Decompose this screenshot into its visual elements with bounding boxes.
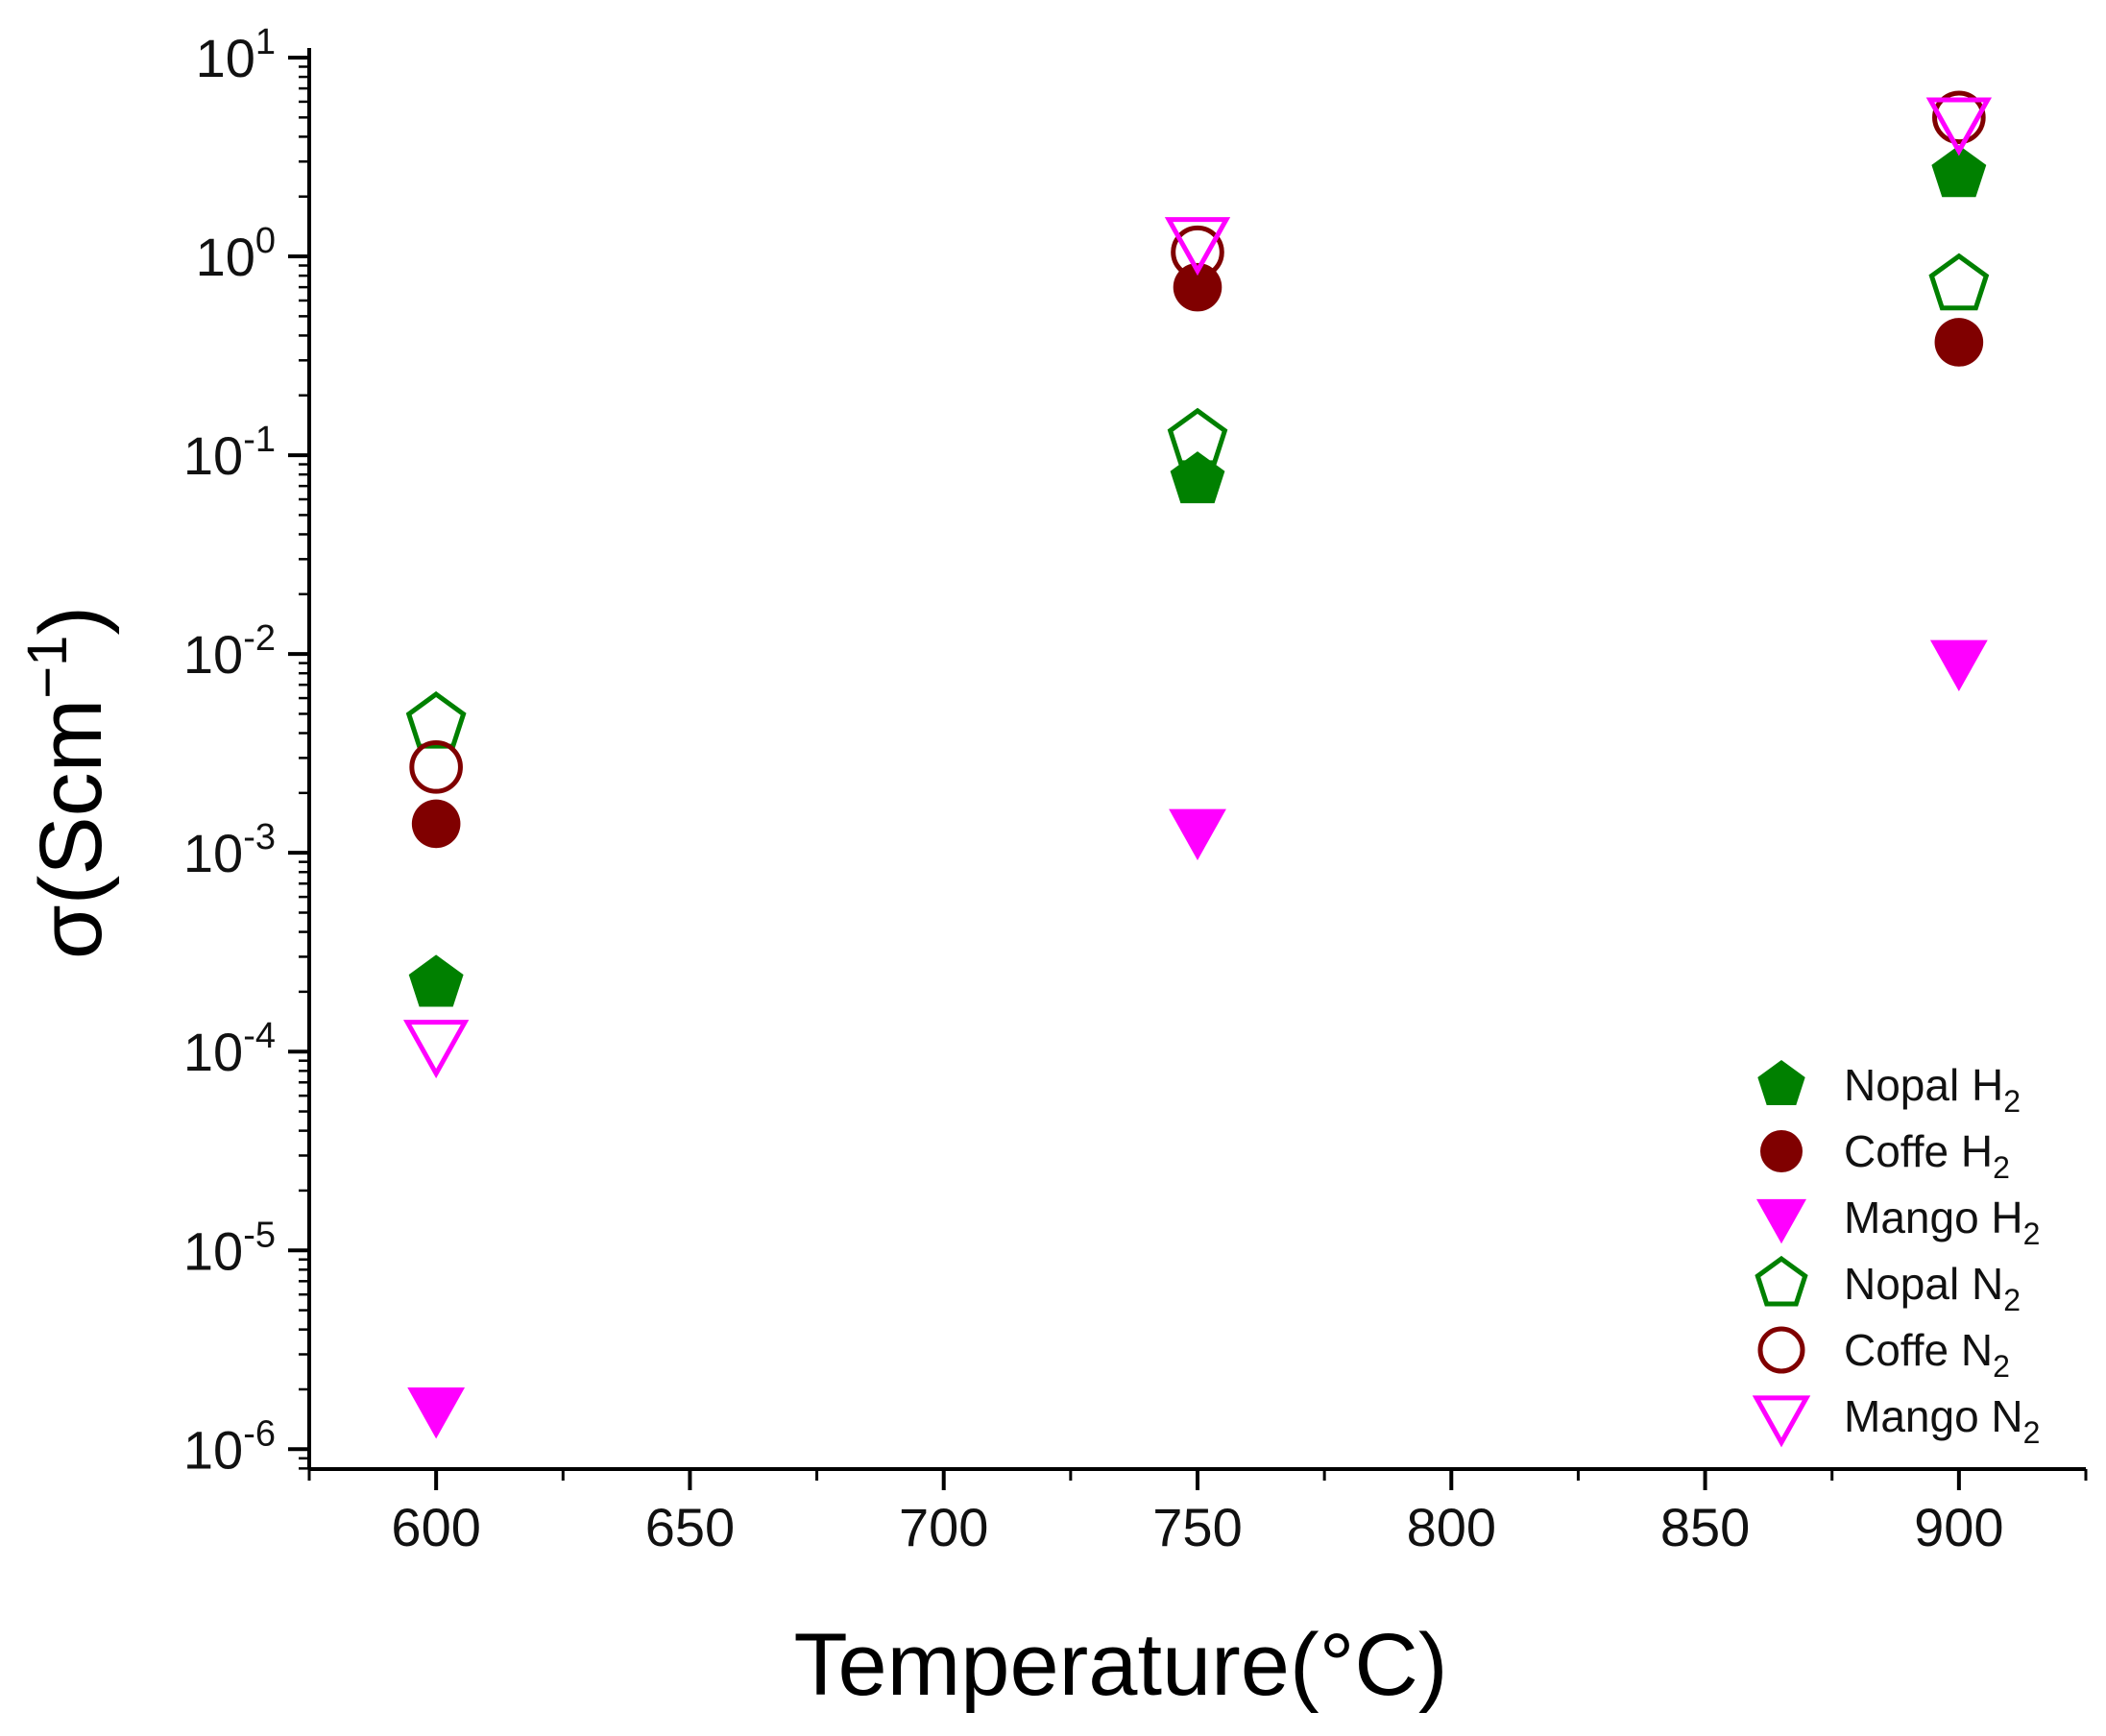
series-nopal-h2 xyxy=(408,145,1987,1007)
data-point xyxy=(1167,407,1228,466)
y-tick-label: 10-5 xyxy=(183,1215,276,1281)
data-point xyxy=(1928,253,1990,311)
data-point xyxy=(411,799,461,849)
data-point xyxy=(1925,97,1993,157)
legend-label: Coffe H2 xyxy=(1844,1126,2010,1185)
data-point xyxy=(1932,90,1986,145)
legend-marker xyxy=(1756,1198,1806,1244)
series-coffe-n2 xyxy=(409,90,1986,794)
y-tick-label: 10-1 xyxy=(183,420,276,486)
legend-label: Mango H2 xyxy=(1844,1193,2040,1251)
x-tick-label: 900 xyxy=(1914,1497,2003,1557)
x-axis-title: Temperature(°C) xyxy=(794,1616,1448,1714)
y-tick-label: 10-4 xyxy=(183,1016,276,1082)
data-point xyxy=(407,1387,466,1439)
axes-layer: 600 650 700 750 800 850 900 101 100 10-1 10-2 10-3 1… xyxy=(183,22,2088,1557)
y-tick-label: 100 xyxy=(196,221,276,287)
legend: Nopal H2 Coffe H2 Mango H2 Nopal N2 Coffe N2… xyxy=(1752,1060,2040,1450)
legend-label: Nopal N2 xyxy=(1844,1259,2021,1317)
series-mango-n2 xyxy=(402,97,1993,1079)
x-tick-label: 850 xyxy=(1660,1497,1750,1557)
y-tick-label: 10-6 xyxy=(183,1413,276,1480)
y-axis-title: σ(Scm−1) xyxy=(16,606,120,959)
x-tick-label: 700 xyxy=(899,1497,988,1557)
y-tick-label: 10-2 xyxy=(183,618,276,685)
legend-marker xyxy=(1755,1255,1808,1307)
data-point xyxy=(402,1020,470,1079)
data-point xyxy=(409,740,463,794)
legend-marker xyxy=(1760,1130,1803,1172)
data-point xyxy=(408,954,464,1007)
legend-marker xyxy=(1757,1326,1805,1374)
y-tick-label: 10-3 xyxy=(183,817,276,883)
legend-label: Nopal H2 xyxy=(1844,1060,2021,1119)
x-tick-label: 800 xyxy=(1407,1497,1496,1557)
legend-marker xyxy=(1752,1395,1811,1448)
data-point xyxy=(405,690,467,749)
data-point xyxy=(1171,225,1224,279)
legend-label: Coffe N2 xyxy=(1844,1325,2010,1384)
data-point xyxy=(1931,145,1987,198)
data-point xyxy=(1929,639,1988,692)
data-point xyxy=(1934,318,1984,367)
data-point xyxy=(1164,217,1231,277)
series-nopal-n2 xyxy=(405,253,1990,749)
axis-titles: Temperature(°C) σ(Scm−1) xyxy=(16,606,1447,1714)
legend-marker xyxy=(1757,1060,1805,1105)
x-tick-label: 650 xyxy=(645,1497,735,1557)
series-coffe-h2 xyxy=(411,262,1984,849)
x-tick-label: 750 xyxy=(1152,1497,1242,1557)
series-mango-h2 xyxy=(407,639,1988,1439)
data-point xyxy=(1169,808,1226,860)
data-points-layer xyxy=(402,90,1993,1439)
legend-label: Mango N2 xyxy=(1844,1391,2040,1450)
x-tick-label: 600 xyxy=(391,1497,480,1557)
y-tick-label: 101 xyxy=(196,22,276,88)
